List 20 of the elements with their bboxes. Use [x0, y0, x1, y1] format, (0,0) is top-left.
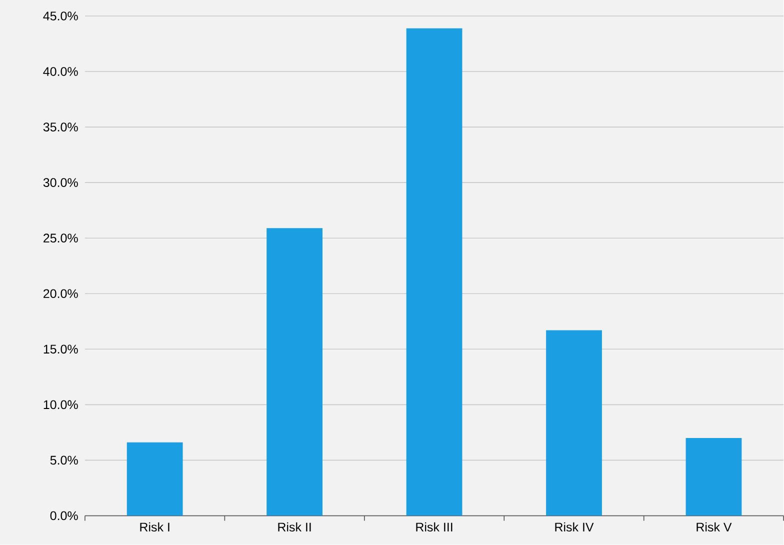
bar — [406, 28, 462, 516]
y-tick-label: 40.0% — [43, 67, 78, 76]
bar — [126, 442, 183, 516]
y-tick-label: 30.0% — [43, 178, 78, 188]
y-tick-label: 20.0% — [44, 289, 78, 298]
bar — [546, 330, 602, 516]
bar — [266, 228, 322, 516]
y-tick-label: 10.0% — [44, 400, 78, 410]
y-tick-label: 35.0% — [43, 122, 78, 132]
y-tick-label: 15.0% — [44, 344, 78, 354]
y-tick-label: 45.0% — [43, 12, 78, 21]
y-tick-label: 0.0% — [50, 511, 78, 520]
x-tick-label: Risk V — [696, 522, 732, 532]
y-tick-label: 25.0% — [44, 234, 78, 243]
bar — [686, 438, 742, 516]
x-tick-label: Risk IV — [555, 522, 594, 532]
x-tick-label: Risk II — [278, 522, 311, 532]
x-tick-label: Risk I — [140, 522, 170, 532]
y-tick-label: 5.0% — [50, 456, 78, 465]
x-tick-label: Risk III — [416, 522, 452, 532]
